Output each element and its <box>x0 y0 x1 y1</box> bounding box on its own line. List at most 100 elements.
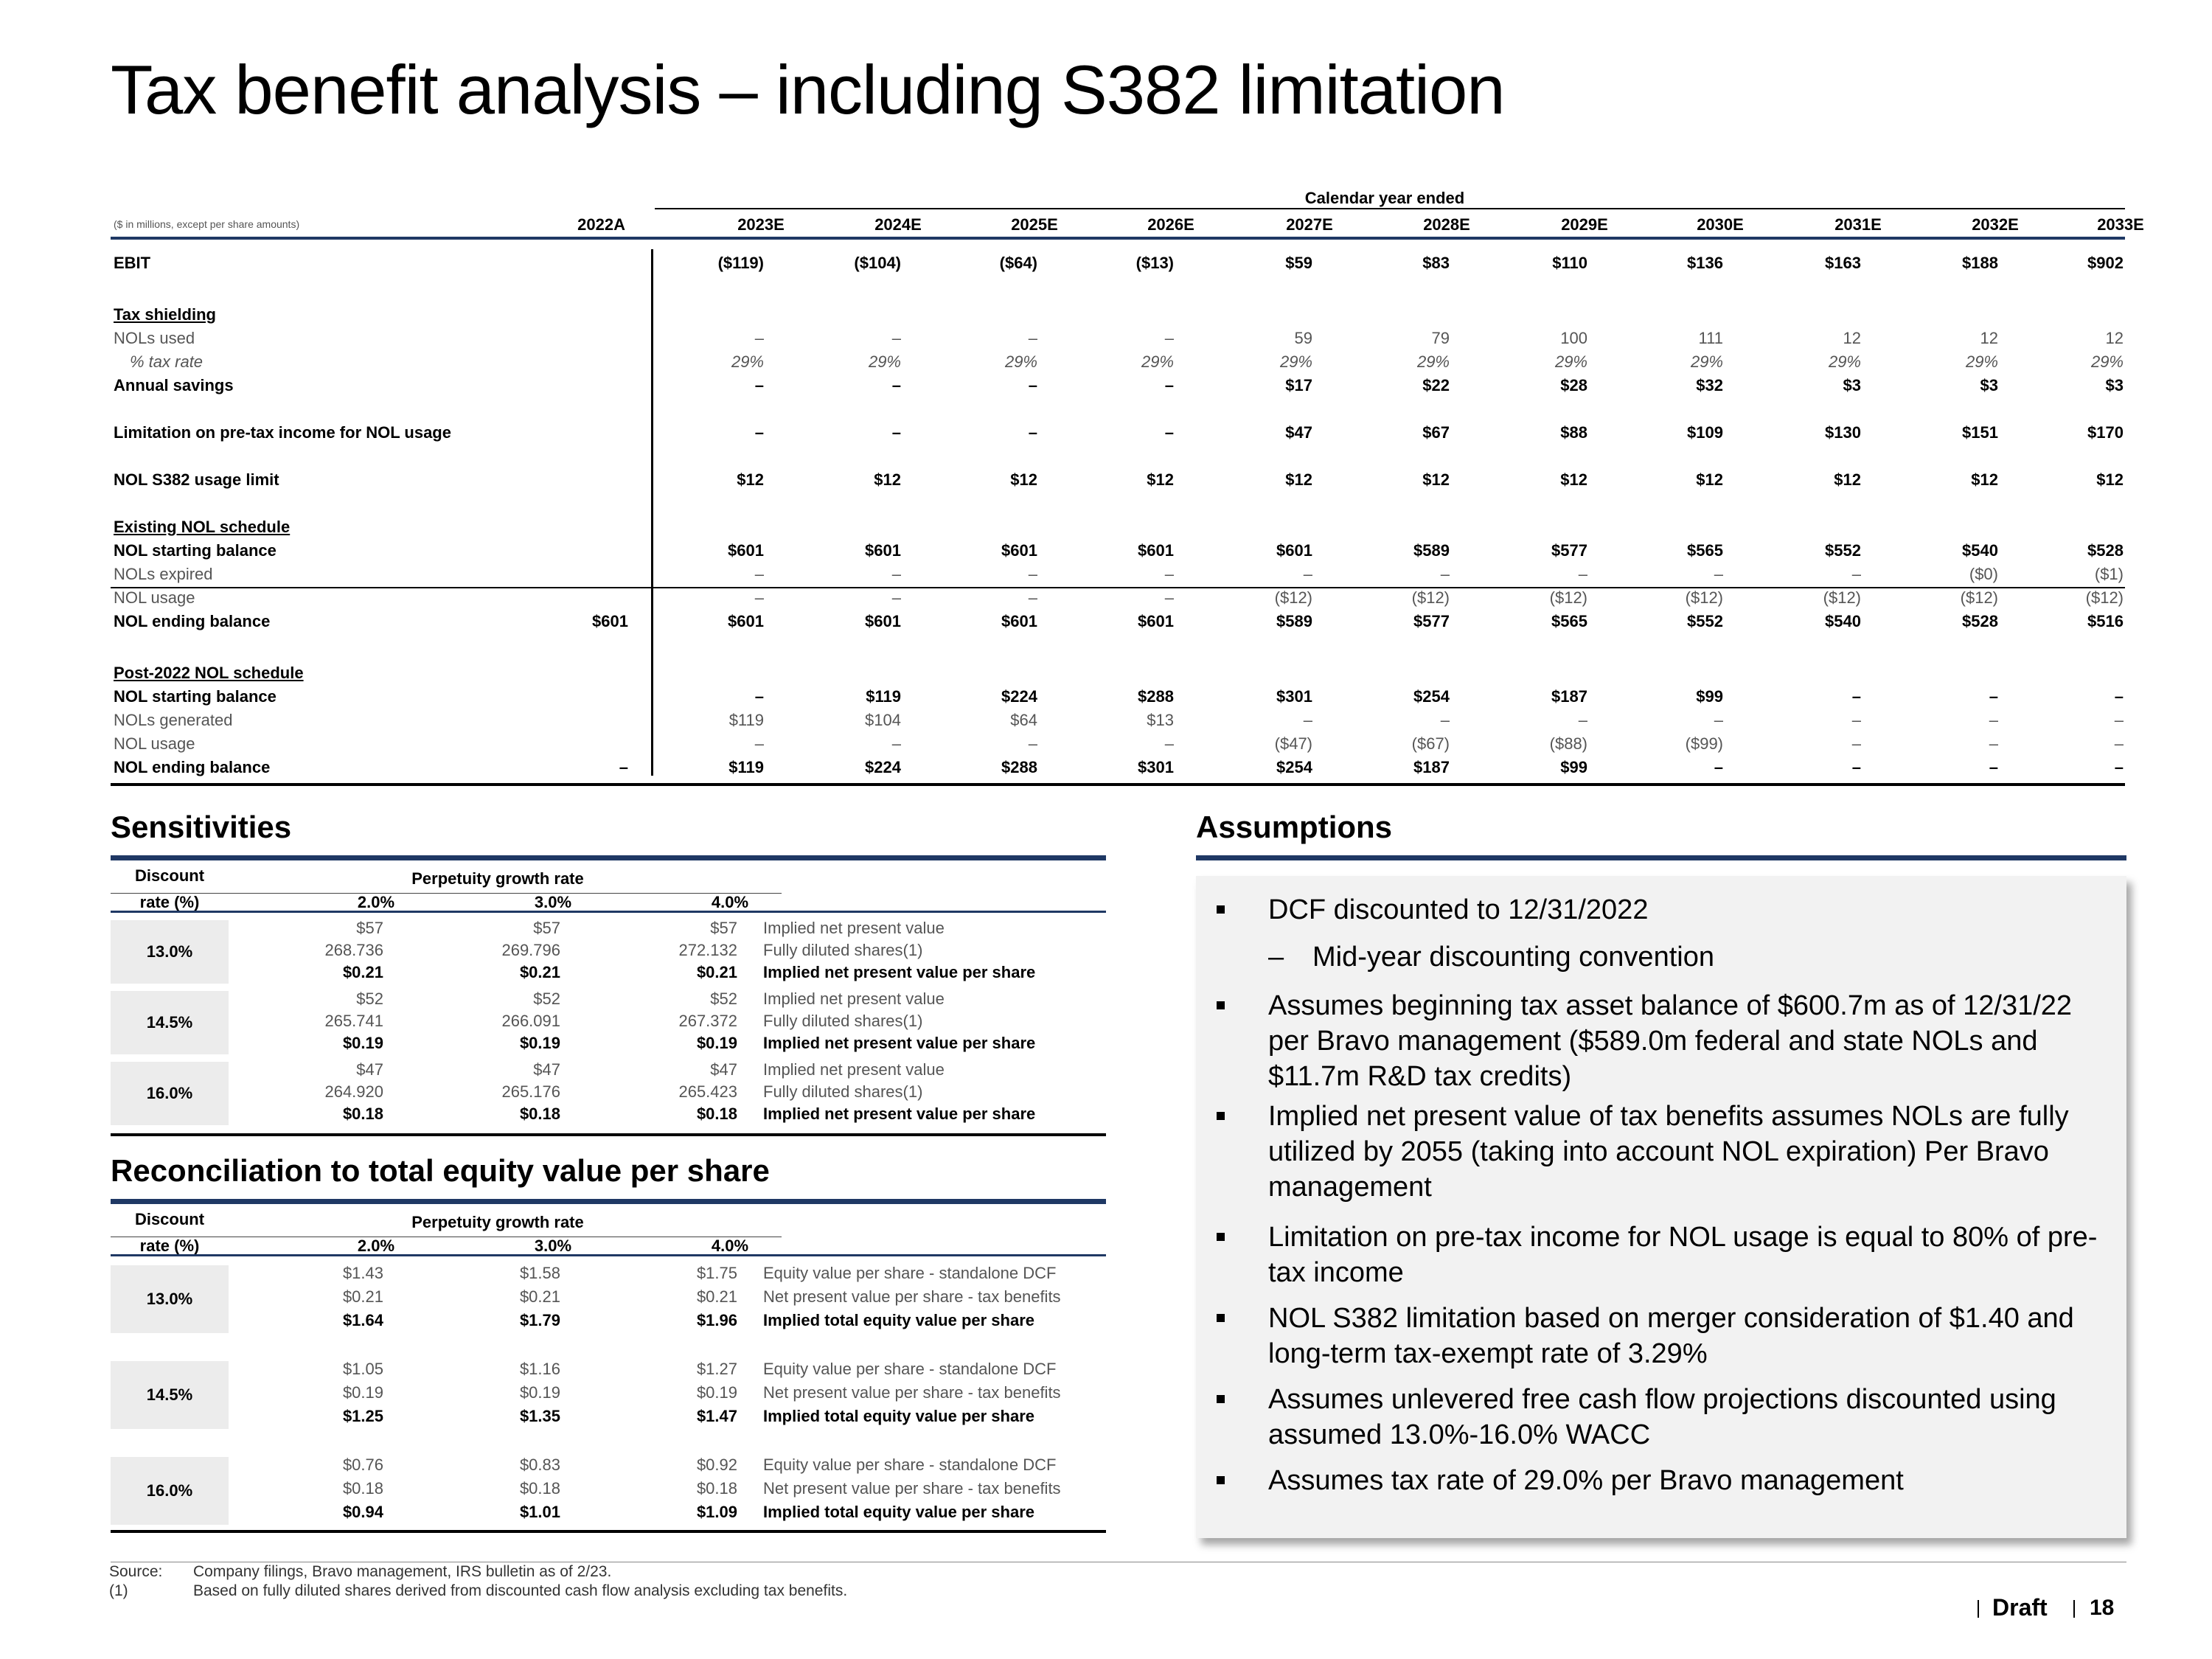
table-cell: ($12) <box>1549 588 1587 607</box>
grid-row-label: Equity value per share - standalone DCF <box>763 1264 1057 1282</box>
assumption-text: Assumes beginning tax asset balance of $… <box>1268 990 2073 1092</box>
table-cell: $601 <box>865 541 901 560</box>
grid-value: $0.76 <box>342 1455 383 1474</box>
table-cell: – <box>1714 711 1723 729</box>
table-cell: $12 <box>1147 470 1174 489</box>
table-cell: $552 <box>1687 612 1723 630</box>
bullet-icon <box>1217 1233 1225 1241</box>
table-cell: – <box>891 588 901 607</box>
grid-value: $1.79 <box>519 1311 560 1329</box>
table-cell: $22 <box>1422 376 1450 394</box>
grid-value: $0.18 <box>519 1105 560 1123</box>
table-cell: $288 <box>1001 758 1037 776</box>
year-header: 2029E <box>1561 215 1608 234</box>
source-label: Source: <box>109 1563 163 1580</box>
grid-row-label: Implied net present value <box>763 919 945 937</box>
grid-row-label: Net present value per share - tax benefi… <box>763 1383 1061 1402</box>
table-cell: – <box>2114 687 2124 706</box>
discount-label: Discount <box>134 866 205 885</box>
table-cell: – <box>1028 588 1037 607</box>
table-cell: $28 <box>1560 376 1587 394</box>
table-cell: ($12) <box>1411 588 1450 607</box>
bullet-icon <box>1217 1476 1225 1484</box>
table-cell: – <box>1028 423 1037 442</box>
table-cell: $3 <box>1980 376 1998 394</box>
table-cell: – <box>1164 734 1174 753</box>
footnote-text: Based on fully diluted shares derived fr… <box>193 1582 848 1599</box>
table-cell: – <box>754 329 764 347</box>
year-header: 2032E <box>1972 215 2019 234</box>
table-cell: $528 <box>1962 612 1998 630</box>
table-cell: $601 <box>1276 541 1312 560</box>
table-cell: – <box>1164 565 1174 583</box>
grid-value: $1.27 <box>696 1360 737 1378</box>
grid-value: 266.091 <box>501 1012 560 1030</box>
growth-rate-header: 2.0% <box>357 893 395 911</box>
table-cell: $288 <box>1138 687 1174 706</box>
table-cell: ($12) <box>1960 588 1998 607</box>
assumption-sub-text: Mid-year discounting convention <box>1312 942 1714 973</box>
table-cell: – <box>1164 376 1174 394</box>
table-cell: $188 <box>1962 254 1998 272</box>
grid-value: $0.21 <box>696 963 737 981</box>
table-cell: $12 <box>874 470 901 489</box>
table-cell: $224 <box>865 758 901 776</box>
grid-value: $1.35 <box>519 1407 560 1425</box>
table-cell: $110 <box>1552 254 1587 272</box>
grid-row-label: Implied net present value <box>763 1060 945 1079</box>
grid-value: 264.920 <box>324 1082 383 1101</box>
growth-rate-header: 3.0% <box>534 893 572 911</box>
table-cell: $17 <box>1285 376 1312 394</box>
units-note: ($ in millions, except per share amounts… <box>114 218 300 230</box>
grid-value: $0.18 <box>342 1479 383 1498</box>
growth-rate-header: 3.0% <box>534 1237 572 1255</box>
grid-value: $0.19 <box>696 1383 737 1402</box>
table-cell: $577 <box>1551 541 1587 560</box>
discount-label: Discount <box>134 1210 205 1228</box>
grid-value: $0.21 <box>696 1287 737 1306</box>
grid-row-label: Fully diluted shares(1) <box>763 1082 923 1101</box>
grid-value: $57 <box>356 919 383 937</box>
footnote-label: (1) <box>109 1582 128 1599</box>
year-header: 2023E <box>737 215 785 234</box>
grid-value: $47 <box>356 1060 383 1079</box>
grid-value: $0.18 <box>519 1479 560 1498</box>
draft-label: Draft <box>1992 1594 2048 1621</box>
grid-value: $0.92 <box>696 1455 737 1474</box>
grid-row-label: Implied net present value <box>763 990 945 1008</box>
table-cell: 59 <box>1294 329 1312 347</box>
grid-value: 268.736 <box>324 941 383 959</box>
grid-value: $1.01 <box>519 1503 560 1521</box>
discount-rate-cell: 16.0% <box>111 1062 229 1125</box>
grid-value: $47 <box>533 1060 560 1079</box>
table-cell: – <box>1989 734 1998 753</box>
assumptions-bar <box>1196 855 2126 860</box>
table-cell: $83 <box>1422 254 1450 272</box>
table-cell: $187 <box>1551 687 1587 706</box>
tax-benefit-table: Calendar year ended ($ in millions, exce… <box>111 177 2144 786</box>
table-cell: – <box>1303 711 1312 729</box>
grid-row-label: Fully diluted shares(1) <box>763 941 923 959</box>
table-cell: 29% <box>731 352 764 371</box>
table-cell: $187 <box>1413 758 1450 776</box>
grid-value: 265.176 <box>501 1082 560 1101</box>
table-row-label: EBIT <box>114 254 151 272</box>
year-header: 2027E <box>1286 215 1333 234</box>
grid-value: $0.18 <box>696 1479 737 1498</box>
table-cell: $88 <box>1560 423 1587 442</box>
table-cell: – <box>1028 376 1037 394</box>
table-cell: 29% <box>2090 352 2124 371</box>
table-row-label: Existing NOL schedule <box>114 518 291 536</box>
grid-value: $47 <box>710 1060 737 1079</box>
grid-value: $1.96 <box>696 1311 737 1329</box>
table-row-label: NOL ending balance <box>114 612 271 630</box>
dash-icon: – <box>1268 942 1284 973</box>
assumption-text: Limitation on pre-tax income for NOL usa… <box>1268 1222 2098 1288</box>
grid-value: 265.423 <box>678 1082 737 1101</box>
header-rule <box>111 911 1106 913</box>
table-cell: $12 <box>1560 470 1587 489</box>
table-cell: $601 <box>1001 612 1037 630</box>
grid-value: $0.21 <box>519 963 560 981</box>
grid-value: $0.94 <box>342 1503 383 1521</box>
table-cell: 12 <box>2105 329 2124 347</box>
